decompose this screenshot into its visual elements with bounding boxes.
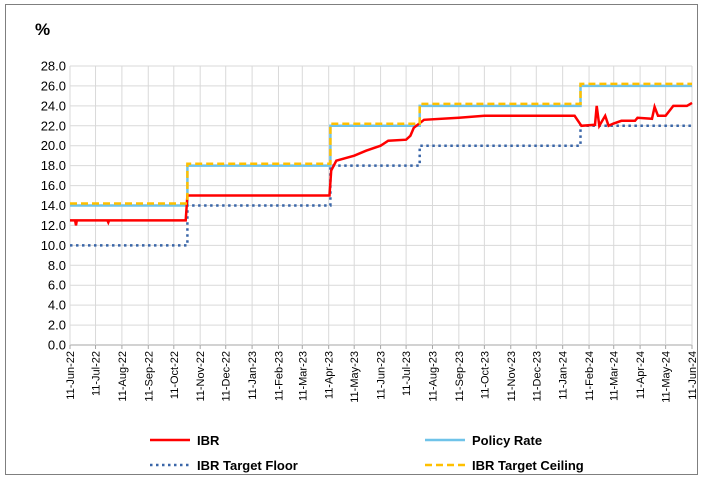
y-tick-label: 14.0 [41,198,66,213]
legend: IBR Policy Rate IBR Target Floor IBR Target… [150,433,584,473]
x-tick-label: 11-Jul-22 [91,351,103,396]
x-tick-label: 11-Mar-23 [297,351,309,401]
x-tick-label: 11-Jun-22 [65,351,77,400]
legend-label-ibr-target-floor: IBR Target Floor [197,458,298,473]
x-tick-label: 11-Dec-22 [221,351,233,402]
y-tick-label: 24.0 [41,98,66,113]
x-tick-label: 11-Jun-23 [376,351,388,400]
series-line-ibr-target-floor [70,124,692,247]
y-tick-label: 28.0 [41,59,66,74]
x-tick-label: 11-Nov-22 [195,351,207,402]
x-tick-label: 11-May-24 [661,351,673,403]
x-tick-label: 11-Aug-22 [117,351,129,402]
x-tick-label: 11-Jul-23 [401,351,413,396]
series-line-ibr-target-ceiling [70,82,692,205]
x-tick-label: 11-Apr-24 [635,351,647,399]
x-tick-label: 11-Jan-24 [558,351,570,400]
y-tick-label: 6.0 [48,278,66,293]
y-axis-unit-label: % [35,20,50,39]
x-tick-label: 11-Mar-24 [609,351,621,401]
x-tick-label: 11-Sep-23 [454,351,466,402]
y-tick-label: 8.0 [48,258,66,273]
x-tick-label: 11-Sep-22 [143,351,155,402]
x-tick-label: 11-May-23 [349,351,361,403]
y-tick-label: 10.0 [41,238,66,253]
x-tick-label: 11-Nov-23 [506,351,518,402]
series-line-ibr [70,101,693,226]
y-tick-label: 18.0 [41,158,66,173]
x-tick-label: 11-Feb-24 [584,351,596,401]
legend-label-policy-rate: Policy Rate [472,433,542,448]
y-tick-label: 22.0 [41,118,66,133]
chart-frame [5,4,698,475]
x-tick-label: 11-Feb-23 [273,351,285,401]
gridlines [69,65,693,349]
series-lines [70,82,693,247]
y-tick-label: 0.0 [48,338,66,353]
x-tick-label: 11-Dec-23 [531,351,543,402]
y-tick-label: 12.0 [41,218,66,233]
y-tick-label: 20.0 [41,138,66,153]
x-tick-label: 11-Oct-23 [479,351,491,399]
x-tick-label: 11-Jan-23 [247,351,259,400]
x-tick-label: 11-Oct-22 [169,351,181,399]
y-tick-label: 2.0 [48,318,66,333]
x-tick-label: 11-Jun-24 [687,351,699,400]
y-tick-label: 26.0 [41,78,66,93]
x-tick-label: 11-Aug-23 [427,351,439,402]
x-tick-label: 11-Apr-23 [324,351,336,399]
x-axis-ticks: 11-Jun-22 11-Jul-22 11-Aug-22 11-Sep-22 11-O… [65,351,699,403]
legend-label-ibr: IBR [197,433,220,448]
y-axis-ticks: 0.0 2.0 4.0 6.0 8.0 10.0 12.0 14.0 16.0 18.0 20.0 2… [41,59,66,353]
y-tick-label: 16.0 [41,178,66,193]
y-tick-label: 4.0 [48,298,66,313]
legend-label-ibr-target-ceiling: IBR Target Ceiling [472,458,584,473]
